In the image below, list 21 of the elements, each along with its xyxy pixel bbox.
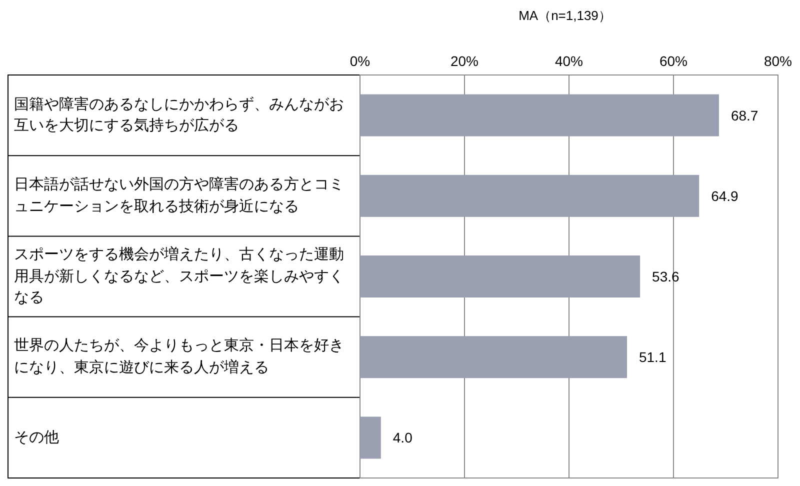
data-label: 53.6: [652, 268, 680, 284]
data-label: 68.7: [730, 107, 758, 124]
bar: [360, 94, 719, 136]
text: MA（n=1,139）: [518, 8, 612, 23]
y-tick-label: 国籍や障害のあるなしにかかわらず、みんながお互いを大切にする気持ちが広がる: [13, 94, 345, 136]
x-tick-label: 60%: [659, 53, 688, 69]
y-tick-label: スポーツをする機会が増えたり、古くなった運動用具が新しくなるなど、スポーツを楽しみやすくなる: [13, 244, 345, 308]
y-tick-label: 日本語が話せない外国の方や障害のある方とコミュニケーションを取れる技術が身近になる: [13, 175, 345, 217]
bar: [360, 416, 381, 459]
x-tick-label: 20%: [450, 53, 479, 69]
data-label: 64.9: [711, 188, 739, 204]
data-label: 4.0: [392, 430, 413, 446]
x-tick-label: 40%: [554, 53, 584, 69]
x-tick-label: 80%: [764, 53, 792, 69]
bar: [360, 336, 627, 378]
bar: [360, 256, 640, 298]
x-tick-label: 0%: [350, 53, 370, 69]
bar: [360, 174, 700, 217]
data-label: 51.1: [638, 349, 666, 366]
y-tick-label: 世界の人たちが、今よりもっと東京・日本を好きになり、東京に遊びに来る人が増える: [13, 336, 345, 378]
y-tick-label: その他: [13, 428, 60, 448]
